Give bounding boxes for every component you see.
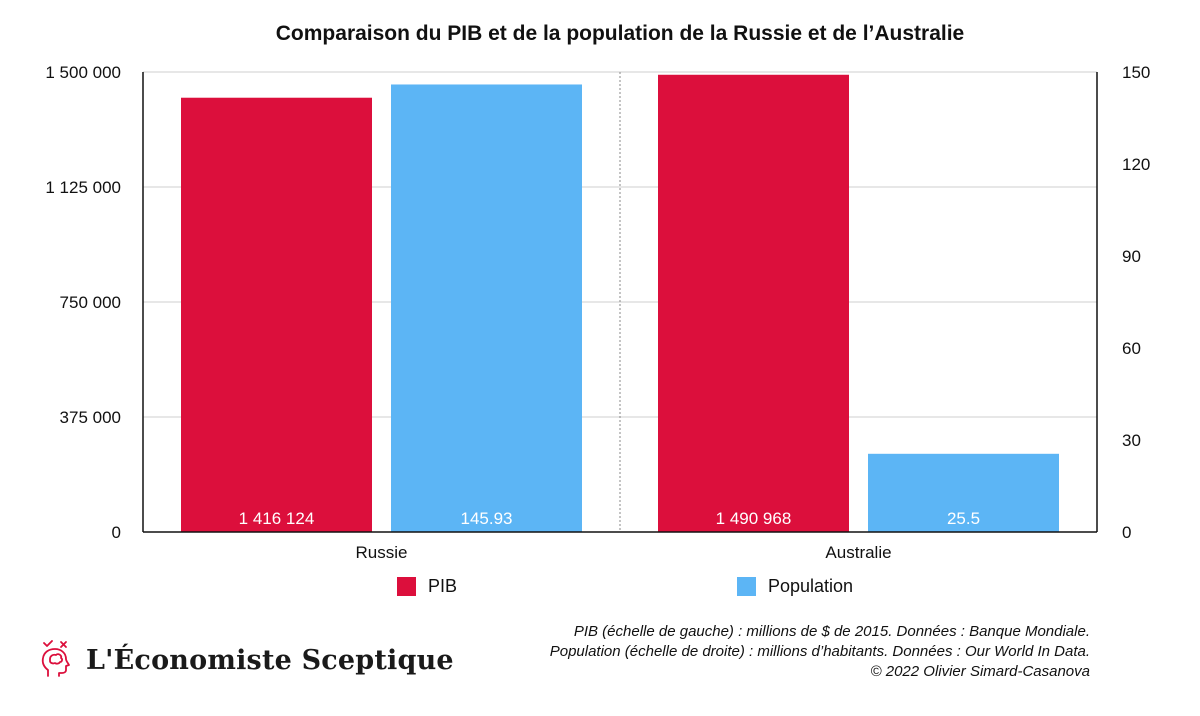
x-tick-label: Australie (825, 543, 891, 562)
legend-swatch-population (737, 576, 756, 596)
y-left-tick-label: 375 000 (60, 408, 121, 427)
y-right-tick-label: 30 (1122, 431, 1141, 450)
legend-label-population: Population (768, 575, 854, 596)
y-left-tick-label: 0 (112, 523, 121, 542)
brand-name: L'Économiste Sceptique (86, 644, 454, 676)
y-right-tick-label: 0 (1122, 523, 1131, 542)
brand-logo: L'Économiste Sceptique (40, 640, 454, 680)
legend-item-population: Population (737, 575, 853, 597)
y-right-tick-label: 90 (1122, 247, 1141, 266)
note-pib: PIB (échelle de gauche) : millions de $ … (573, 623, 1090, 640)
legend-label-pib: PIB (428, 575, 458, 596)
y-left-tick-label: 750 000 (60, 293, 121, 312)
source-notes: PIB (échelle de gauche) : millions de $ … (550, 622, 1090, 682)
chart-title: Comparaison du PIB et de la population d… (275, 22, 965, 45)
data-label: 25.5 (947, 509, 980, 528)
data-label: 1 490 968 (716, 509, 792, 528)
legend-item-pib: PIB (397, 575, 457, 597)
y-left-tick-label: 1 500 000 (45, 63, 121, 82)
head-brain-icon (41, 640, 70, 677)
data-label: 145.93 (461, 509, 513, 528)
x-tick-label: Russie (356, 543, 408, 562)
y-left-tick-label: 1 125 000 (45, 178, 121, 197)
y-right-tick-label: 120 (1122, 155, 1150, 174)
y-right-tick-label: 150 (1122, 63, 1150, 82)
note-population: Population (échelle de droite) : million… (549, 643, 1090, 660)
data-label: 1 416 124 (239, 509, 315, 528)
bar-population-russie (391, 84, 582, 533)
bar-pib-russie (181, 97, 372, 532)
legend-swatch-pib (397, 576, 416, 596)
note-copyright: © 2022 Olivier Simard-Casanova (870, 663, 1090, 680)
bar-population-australie (868, 453, 1059, 532)
bar-pib-australie (658, 74, 849, 533)
y-right-tick-label: 60 (1122, 339, 1141, 358)
